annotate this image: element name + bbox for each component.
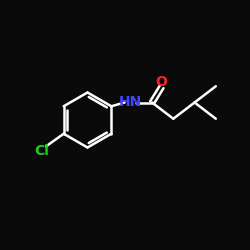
Text: Cl: Cl — [34, 144, 49, 158]
Text: O: O — [156, 74, 168, 88]
Text: HN: HN — [118, 96, 142, 110]
